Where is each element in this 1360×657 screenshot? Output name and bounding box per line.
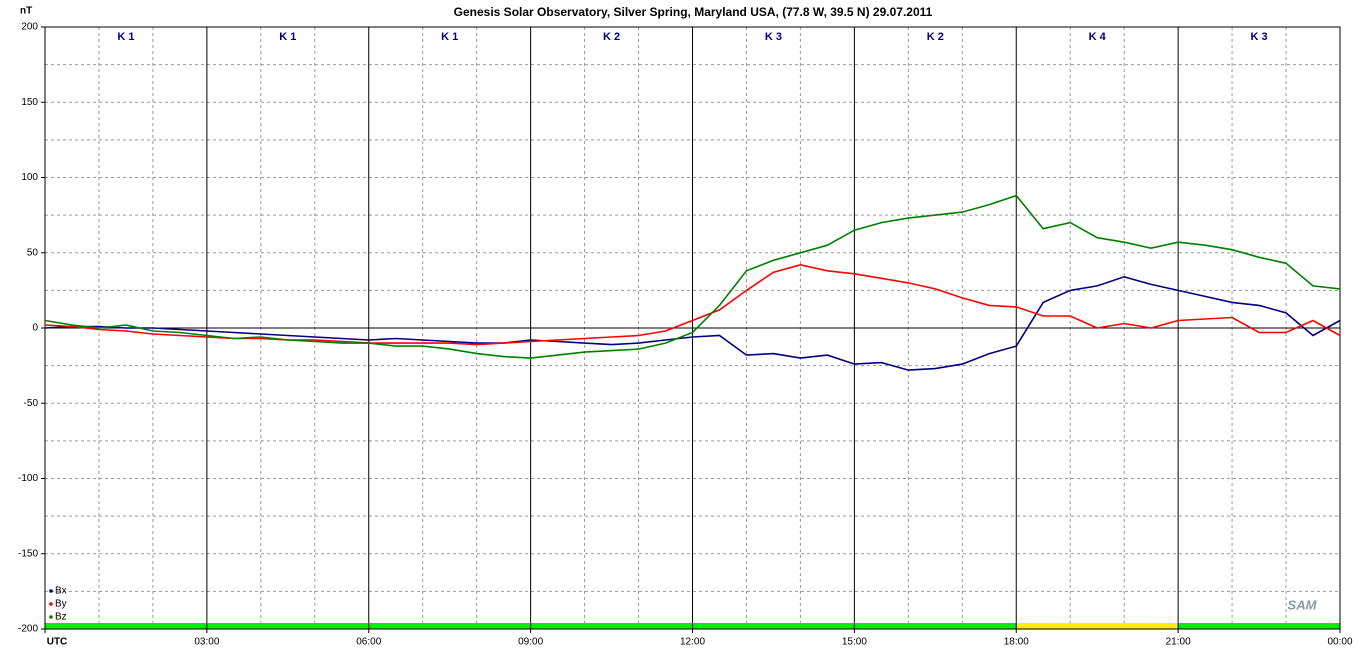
y-tick-label: -200 — [18, 624, 38, 635]
legend-label: By — [55, 599, 67, 610]
legend-marker — [49, 589, 53, 593]
x-tick-label: 21:00 — [1166, 637, 1191, 648]
y-tick-label: 200 — [21, 22, 38, 33]
k-index-label: K 2 — [927, 31, 944, 43]
series-line — [44, 263, 1341, 346]
k-index-label: K 2 — [603, 31, 620, 43]
legend-label: Bz — [55, 612, 67, 623]
x-tick-label: 18:00 — [1004, 637, 1029, 648]
x-tick-label: 09:00 — [518, 637, 543, 648]
series-line — [44, 275, 1341, 371]
k-index-bar — [854, 623, 1017, 629]
legend-label: Bx — [55, 586, 67, 597]
k-index-bar — [368, 623, 531, 629]
k-index-label: K 3 — [1251, 31, 1268, 43]
y-tick-label: 50 — [27, 247, 39, 258]
k-index-label: K 3 — [765, 31, 782, 43]
k-index-label: K 1 — [279, 31, 296, 43]
x-tick-label: 06:00 — [356, 637, 381, 648]
y-tick-label: 0 — [32, 323, 38, 334]
x-tick-label: 12:00 — [680, 637, 705, 648]
x-tick-label: UTC — [47, 637, 68, 648]
y-axis-label: nT — [20, 6, 32, 17]
legend-marker — [49, 615, 53, 619]
y-tick-label: 100 — [21, 172, 38, 183]
legend-marker — [49, 602, 53, 606]
k-index-bar — [1016, 623, 1179, 629]
k-index-bar — [530, 623, 693, 629]
series-line — [44, 194, 1341, 359]
y-tick-label: -50 — [24, 398, 39, 409]
chart-title: Genesis Solar Observatory, Silver Spring… — [454, 5, 933, 19]
x-tick-label: 03:00 — [194, 637, 219, 648]
k-index-bar — [1178, 623, 1340, 629]
y-tick-label: 150 — [21, 97, 38, 108]
x-tick-label: 15:00 — [842, 637, 867, 648]
x-tick-label: 00:00 — [1327, 637, 1352, 648]
y-tick-label: -100 — [18, 473, 38, 484]
y-tick-label: -150 — [18, 548, 38, 559]
k-index-label: K 4 — [1089, 31, 1107, 43]
k-index-bar — [692, 623, 855, 629]
k-index-bar — [206, 623, 369, 629]
k-index-bar — [45, 623, 207, 629]
k-index-label: K 1 — [441, 31, 458, 43]
logo: SAM — [1288, 597, 1318, 612]
k-index-label: K 1 — [117, 31, 134, 43]
